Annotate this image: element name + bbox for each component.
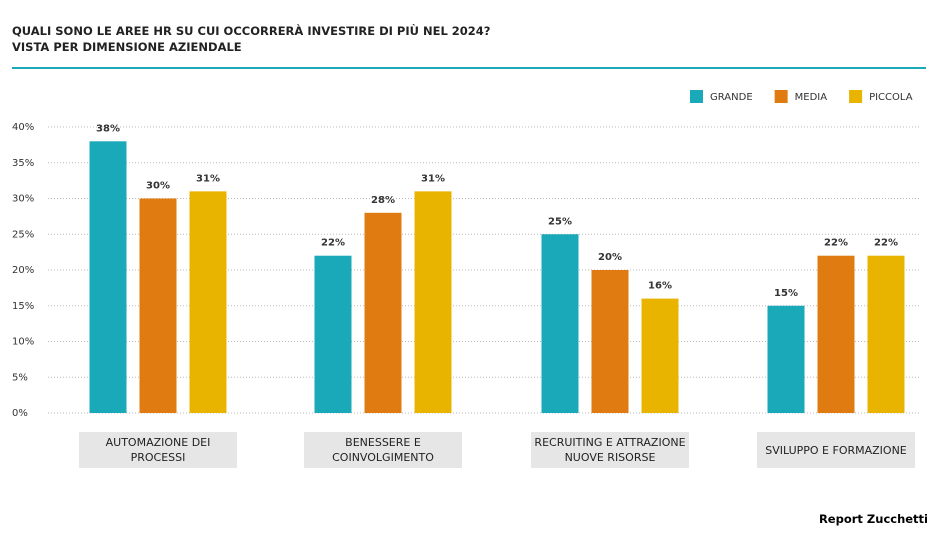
bar: [817, 255, 855, 413]
legend-label: PICCOLA: [869, 92, 913, 103]
legend-label: GRANDE: [710, 92, 753, 103]
bar: [314, 255, 352, 413]
y-tick-label: 25%: [12, 229, 34, 240]
bar: [541, 234, 579, 413]
bar: [89, 141, 127, 414]
data-label: 22%: [321, 238, 345, 249]
data-label: 22%: [824, 238, 848, 249]
data-label: 30%: [146, 181, 170, 192]
data-label: 38%: [96, 123, 120, 134]
bar: [767, 305, 805, 413]
bar: [189, 191, 227, 413]
y-tick-label: 40%: [12, 122, 34, 133]
y-tick-label: 35%: [12, 158, 34, 169]
data-label: 16%: [648, 281, 672, 292]
y-tick-label: 20%: [12, 265, 34, 276]
y-tick-label: 0%: [12, 408, 28, 419]
y-tick-label: 10%: [12, 337, 34, 348]
data-label: 31%: [196, 173, 220, 184]
bar: [139, 198, 177, 413]
data-label: 15%: [774, 288, 798, 299]
source: Report Zucchetti: [818, 512, 928, 526]
data-label: 20%: [598, 252, 622, 263]
legend-swatch: [690, 90, 703, 103]
bar: [364, 212, 402, 413]
y-tick-label: 30%: [12, 194, 34, 205]
chart-title: QUALI SONO LE AREE HR SU CUI OCCORRERÀ I…: [12, 24, 491, 38]
data-label: 25%: [548, 216, 572, 227]
category-label: SVILUPPO E FORMAZIONE: [757, 432, 915, 468]
data-label: 31%: [421, 173, 445, 184]
bar: [414, 191, 452, 413]
data-label: 22%: [874, 238, 898, 249]
category-label: AUTOMAZIONE DEI PROCESSI: [79, 432, 237, 468]
legend-swatch: [849, 90, 863, 103]
category-label: BENESSERE E COINVOLGIMENTO: [304, 432, 462, 468]
data-label: 28%: [371, 195, 395, 206]
y-tick-label: 5%: [12, 372, 28, 383]
bar: [641, 298, 679, 413]
bar: [591, 270, 629, 413]
y-tick-label: 15%: [12, 301, 34, 312]
category-label: RECRUITING E ATTRAZIONE NUOVE RISORSE: [531, 432, 689, 468]
legend-label: MEDIA: [795, 92, 828, 103]
legend-swatch: [774, 90, 788, 103]
chart-subtitle: VISTA PER DIMENSIONE AZIENDALE: [12, 40, 242, 54]
bar: [867, 255, 905, 413]
title-rule: [12, 67, 926, 69]
